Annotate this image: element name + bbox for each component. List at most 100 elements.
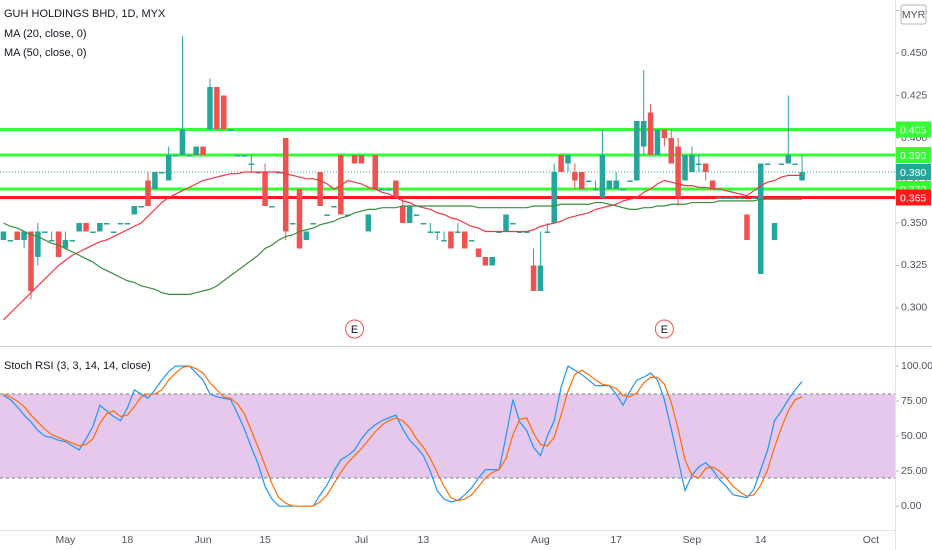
candle-body (21, 231, 27, 240)
candle-body (55, 231, 62, 257)
candle-body (496, 231, 502, 233)
event-marker[interactable] (654, 319, 674, 339)
candle-body (530, 265, 537, 291)
candle-body (785, 154, 792, 164)
candle-body (303, 231, 310, 240)
candle-body (282, 138, 289, 232)
x-tick-label: May (55, 534, 76, 546)
candle-body (696, 163, 702, 165)
candle-body (227, 129, 234, 132)
candle-body (730, 197, 736, 199)
candle-body (599, 154, 606, 198)
candle-body (317, 171, 323, 206)
candle-body (255, 171, 261, 174)
candle-body (399, 205, 406, 223)
candle-body (159, 171, 165, 174)
candle-body (165, 154, 172, 181)
candle-body (220, 95, 227, 130)
moving-average (3, 198, 803, 295)
event-label[interactable]: E (351, 324, 358, 336)
x-tick-label: Jul (355, 534, 368, 546)
candle-body (269, 205, 275, 208)
candle-body (489, 256, 496, 266)
candle-body (455, 231, 461, 233)
candle-body (145, 180, 151, 206)
currency-box[interactable] (900, 4, 927, 25)
chart-title: GUH HOLDINGS BHD, 1D, MYX (4, 8, 166, 20)
candle-body (544, 231, 551, 233)
y-tick-label: 50.00 (901, 430, 927, 442)
candle-body (289, 222, 296, 225)
x-tick-label: Aug (531, 534, 550, 546)
candle-body (482, 256, 489, 266)
moving-average (3, 171, 803, 321)
candle-body (138, 205, 144, 208)
price-box-label: 0.390 (900, 150, 926, 162)
candle-body (468, 239, 475, 242)
event-marker[interactable] (345, 319, 365, 339)
y-tick-label: 75.00 (901, 395, 927, 407)
candle-body (207, 87, 213, 130)
candle-body (668, 138, 675, 164)
price-box-label: 0.380 (900, 167, 926, 179)
candle-body (14, 231, 20, 240)
candle-body (41, 231, 48, 233)
candle-body (103, 222, 110, 225)
candle-body (35, 231, 41, 257)
candle-body (0, 231, 7, 240)
candle-body (620, 188, 626, 191)
candle-body (764, 163, 771, 165)
candle-body (338, 154, 344, 215)
y-tick-label: 25.00 (901, 465, 927, 477)
candle-body (324, 214, 330, 216)
candle-body (331, 205, 337, 208)
candle-body (131, 205, 138, 215)
x-tick-label: Sep (683, 534, 702, 546)
candle-body (296, 188, 303, 249)
candle-body (744, 214, 750, 240)
price-box (896, 146, 931, 163)
candle-body (661, 129, 668, 138)
candle-body (310, 222, 317, 225)
candle-body (200, 146, 206, 155)
candle-body (654, 129, 661, 155)
price-box-label: 0.365 (900, 192, 926, 204)
candle-body (117, 222, 124, 225)
candle-body (503, 214, 509, 232)
candle-body (537, 265, 544, 291)
candle-body (276, 171, 282, 174)
candle-body (152, 171, 158, 189)
candle-body (441, 239, 447, 242)
candle-body (372, 154, 378, 189)
price-box-label: 0.405 (900, 124, 926, 136)
candle-body (606, 180, 613, 189)
candle-body (771, 222, 778, 240)
candle-body (709, 180, 716, 189)
candle-body (358, 154, 365, 164)
y-tick-label: 0.300 (901, 302, 927, 314)
candle-body (97, 222, 103, 232)
candle-body (351, 154, 358, 164)
band-fill (0, 394, 895, 479)
candle-body (723, 197, 730, 199)
x-tick-label: 15 (259, 534, 271, 546)
candle-body (689, 154, 695, 172)
event-label[interactable]: E (661, 324, 668, 336)
candle-body (716, 197, 723, 199)
candle-body (510, 222, 516, 225)
candle-body (193, 146, 199, 155)
currency-label[interactable]: MYR (902, 9, 926, 21)
x-tick-label: Jun (195, 534, 212, 546)
candle-body (379, 188, 385, 191)
candle-body (647, 112, 654, 155)
candle-body (234, 154, 241, 157)
candle-body (427, 231, 434, 233)
candle-body (702, 163, 709, 172)
candle-body (386, 188, 392, 191)
indicator-title: Stoch RSI (3, 3, 14, 14, close) (4, 360, 151, 372)
candle-body (448, 231, 454, 249)
candle-body (262, 171, 268, 206)
candle-body (344, 214, 351, 216)
